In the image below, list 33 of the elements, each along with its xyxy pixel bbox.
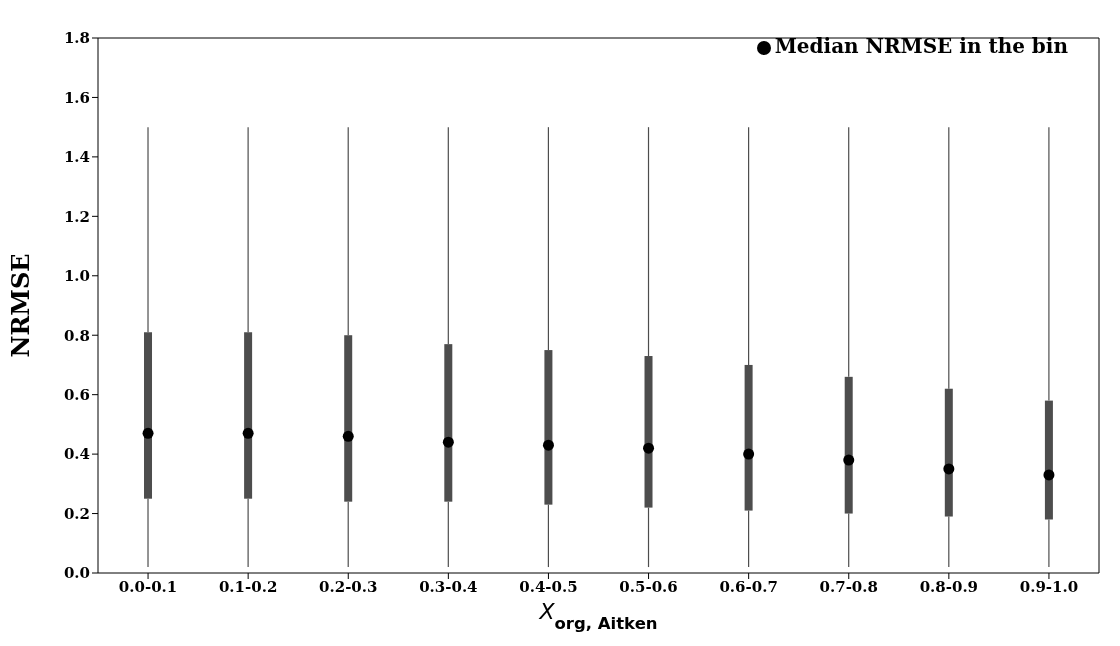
x-tick-label: 0.6-0.7	[719, 577, 778, 596]
point	[442, 436, 454, 448]
x-tick-label: 0.2-0.3	[319, 577, 378, 596]
y-tick-label: 1.8	[63, 29, 90, 48]
y-tick-label: 0.2	[63, 504, 90, 523]
y-axis-title: NRMSE	[5, 253, 35, 358]
y-tick-label: 0.6	[63, 385, 90, 404]
x-tick-label: 0.4-0.5	[519, 577, 578, 596]
y-tick-label: 1.2	[63, 207, 90, 226]
x-tick-label: 0.3-0.4	[419, 577, 478, 596]
point	[643, 442, 655, 454]
point	[1043, 469, 1055, 481]
legend-label: Median NRMSE in the bin	[774, 34, 1068, 58]
y-tick-label: 1.0	[63, 267, 90, 286]
point	[342, 430, 354, 442]
y-tick-label: 0.0	[63, 564, 90, 583]
x-tick-label: 0.1-0.2	[218, 577, 278, 596]
point	[142, 427, 154, 439]
y-tick-label: 0.4	[63, 445, 90, 464]
x-tick-label: 0.0-0.1	[118, 577, 178, 596]
point	[943, 463, 955, 475]
x-tick-label: 0.5-0.6	[619, 577, 678, 596]
y-tick-label: 1.4	[63, 148, 90, 167]
point	[743, 448, 755, 460]
x-axis-title: X$_{org, Aitken}$	[538, 599, 658, 633]
x-tick-label: 0.9-1.0	[1019, 577, 1079, 596]
x-tick-label: 0.7-0.8	[819, 577, 878, 596]
point	[242, 427, 254, 439]
point	[542, 439, 554, 451]
y-tick-label: 0.8	[63, 326, 90, 345]
y-tick-label: 1.6	[63, 88, 90, 107]
x-tick-label: 0.8-0.9	[919, 577, 979, 596]
point	[843, 454, 855, 466]
